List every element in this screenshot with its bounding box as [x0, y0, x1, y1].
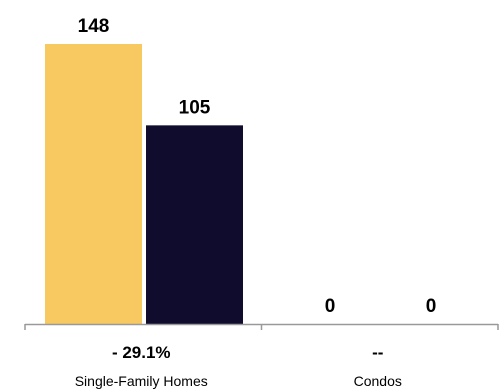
category-label-condos: Condos [354, 373, 402, 389]
bar-single-family-homes-series-1 [45, 44, 142, 324]
bar-single-family-homes-series-2 [146, 125, 243, 324]
category-label-single-family-homes: Single-Family Homes [75, 373, 208, 389]
value-label-condos-series-1: 0 [325, 296, 336, 317]
value-label-single-family-homes-series-1: 148 [78, 16, 110, 37]
value-label-condos-series-2: 0 [426, 296, 437, 317]
value-label-single-family-homes-series-2: 105 [179, 97, 211, 118]
change-label-condos: -- [372, 343, 383, 362]
change-label-single-family-homes: - 29.1% [112, 343, 171, 362]
